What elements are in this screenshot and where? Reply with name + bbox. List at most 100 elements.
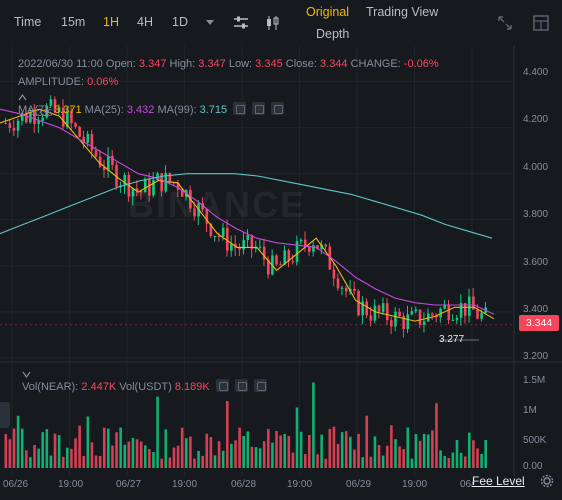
candle-body [41, 117, 45, 121]
vol-near-label: Vol(NEAR): [22, 381, 79, 393]
candle-body [267, 259, 270, 275]
interval-1d[interactable]: 1D [172, 15, 188, 29]
settings-gear-icon[interactable] [540, 474, 554, 488]
time-tick: 06/27 [116, 479, 142, 490]
side-panel-toggle[interactable] [0, 402, 10, 428]
volume-tick: 1.5M [523, 375, 546, 386]
volume-bar [308, 434, 311, 468]
ma-visibility-icon[interactable] [233, 102, 247, 115]
volume-bar [336, 443, 340, 468]
volume-bar [254, 447, 258, 468]
ma-line [0, 108, 495, 322]
volume-bar [234, 440, 237, 468]
ma-line [0, 173, 493, 239]
candle-body [160, 173, 163, 192]
chart-type-icon[interactable] [264, 14, 282, 32]
more-intervals-dropdown-icon[interactable] [202, 14, 220, 32]
volume-bar [365, 415, 369, 468]
vol-settings-icon[interactable] [234, 379, 248, 392]
candle-body [221, 227, 225, 237]
interval-4h[interactable]: 4H [137, 15, 153, 29]
volume-bar [439, 450, 442, 468]
candle-body [480, 313, 483, 319]
volume-tick: 0.00 [523, 461, 543, 472]
time-tick: 19:00 [172, 479, 198, 490]
candle-body [353, 288, 356, 291]
volume-bar [57, 435, 61, 468]
volume-bar [82, 455, 86, 468]
ohlc-low: 3.345 [255, 58, 283, 70]
candle-body [377, 305, 381, 312]
volume-tick: 500K [523, 435, 547, 446]
interval-1h[interactable]: 1H [103, 15, 119, 29]
volume-bar [111, 445, 114, 468]
volume-bar [74, 438, 77, 468]
candle-body [476, 309, 479, 319]
volume-bar [70, 448, 73, 468]
ohlc-low-label: Low: [228, 58, 253, 70]
volume-bar [160, 458, 163, 468]
collapse-volume-icon[interactable] [22, 370, 31, 379]
vol-near-value: 2.447K [81, 381, 117, 393]
volume-bar [164, 429, 168, 468]
volume-bar [131, 437, 135, 468]
indicator-settings-icon[interactable] [232, 14, 250, 32]
ohlc-date: 2022/06/30 11:00 [18, 58, 103, 70]
candle-body [455, 317, 459, 320]
view-original-tab[interactable]: Original [306, 5, 350, 19]
view-depth-tab[interactable]: Depth [316, 27, 350, 41]
interval-15m[interactable]: 15m [61, 15, 86, 29]
price-tick: 4.400 [523, 67, 549, 78]
candlestick-chart[interactable] [0, 46, 562, 500]
amplitude-info: AMPLITUDE: 0.06% [18, 76, 118, 88]
candle-body [402, 316, 405, 329]
candle-body [320, 244, 323, 250]
candle-body [299, 239, 303, 242]
candle-body [398, 311, 401, 317]
volume-bar [246, 431, 250, 468]
chart-area[interactable] [0, 46, 562, 500]
time-tick: 06/29 [346, 479, 372, 490]
candle-body [70, 111, 73, 124]
volume-bar [225, 401, 229, 468]
interval-time[interactable]: Time [14, 15, 42, 29]
fee-level-link[interactable]: Fee Level [472, 474, 525, 488]
candle-body [111, 155, 114, 165]
ohlc-change-label: CHANGE: [350, 58, 401, 70]
candle-body [410, 311, 414, 315]
volume-bar [205, 433, 209, 468]
vol-close-icon[interactable] [253, 379, 267, 392]
volume-bar [295, 407, 299, 468]
volume-bar [193, 458, 196, 468]
volume-bar [168, 457, 172, 468]
volume-bar [377, 445, 381, 468]
view-tradingview-tab[interactable]: Trading View [366, 5, 439, 19]
volume-bar [299, 431, 303, 468]
volume-bar [357, 433, 360, 468]
volume-bar [242, 435, 245, 468]
volume-bar [20, 428, 24, 468]
volume-bar [209, 437, 213, 468]
candle-body [148, 179, 151, 196]
ma-close-icon[interactable] [271, 102, 285, 115]
fullscreen-icon[interactable] [532, 14, 550, 32]
vol-visibility-icon[interactable] [215, 379, 229, 392]
volume-bar [476, 448, 479, 468]
candle-body [279, 264, 282, 266]
candle-body [78, 126, 81, 137]
collapse-indicators-icon[interactable] [18, 93, 27, 102]
ma-settings-icon[interactable] [252, 102, 266, 115]
candle-body [139, 190, 143, 193]
volume-bar [213, 455, 217, 468]
volume-bar [447, 458, 451, 468]
ma99-label: MA(99): [157, 104, 197, 116]
candle-body [357, 290, 360, 316]
expand-icon[interactable] [496, 14, 514, 32]
candle-body [102, 166, 106, 171]
candle-body [242, 240, 245, 250]
ma7-label: MA(7): [18, 104, 51, 116]
volume-bar [426, 434, 430, 468]
candle-body [4, 122, 8, 124]
candle-body [385, 303, 389, 321]
time-tick: 06/ [460, 479, 474, 490]
